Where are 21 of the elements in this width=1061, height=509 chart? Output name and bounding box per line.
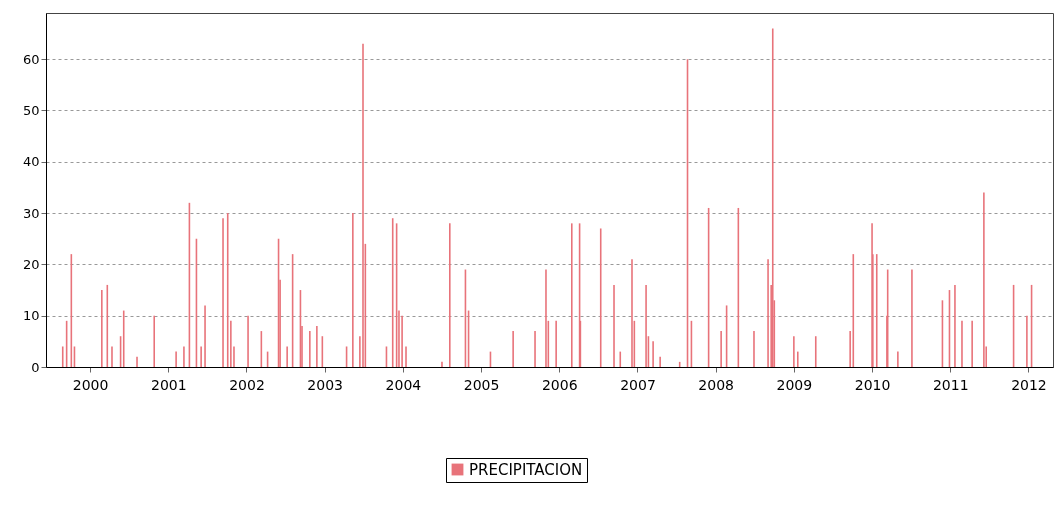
x-tick-label: 2002 xyxy=(229,376,265,393)
y-tick-label: 50 xyxy=(22,102,40,118)
y-tick-label: 20 xyxy=(22,256,40,272)
x-tick-label: 2008 xyxy=(698,376,734,393)
x-tick-label: 2006 xyxy=(541,376,578,393)
x-tick-label: 2011 xyxy=(932,376,969,393)
y-tick-label: 10 xyxy=(22,308,40,324)
x-tick-label: 2003 xyxy=(307,376,344,393)
y-tick-label: 40 xyxy=(22,154,40,170)
legend-label: PRECIPITACION xyxy=(469,460,583,479)
x-tick-label: 2012 xyxy=(1011,376,1047,393)
y-tick-label: 30 xyxy=(22,205,40,221)
x-tick-label: 2005 xyxy=(463,376,500,393)
x-tick-label: 2009 xyxy=(776,376,813,393)
x-tick-label: 2007 xyxy=(620,376,656,393)
x-tick-label: 2000 xyxy=(72,376,109,393)
x-tick-label: 2010 xyxy=(854,376,891,393)
y-tick-label: 60 xyxy=(22,51,40,67)
x-tick-label: 2004 xyxy=(385,376,422,393)
x-tick-label: 2001 xyxy=(150,376,187,393)
y-tick-label: 0 xyxy=(31,359,40,375)
